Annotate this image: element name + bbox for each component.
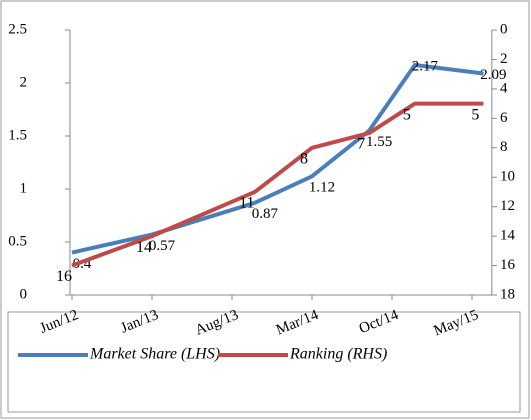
data-label: 1.55 — [366, 134, 392, 150]
y2-tick-label: 14 — [500, 228, 516, 244]
data-label: 0.87 — [252, 206, 279, 222]
y-tick-label: 2.5 — [8, 21, 27, 37]
y-tick-label: 0 — [20, 286, 28, 302]
data-label: 1.12 — [309, 180, 335, 196]
y2-tick-label: 8 — [500, 139, 508, 155]
data-label: 2.09 — [480, 67, 506, 83]
y2-tick-label: 0 — [500, 21, 508, 37]
y2-tick-label: 4 — [500, 80, 508, 96]
data-label: 14 — [136, 239, 152, 256]
y2-tick-label: 18 — [500, 286, 515, 302]
y2-tick-label: 10 — [500, 169, 515, 185]
y2-tick-label: 2 — [500, 51, 508, 67]
legend-label: Ranking (RHS) — [289, 346, 387, 363]
y-tick-label: 1 — [20, 180, 28, 196]
data-label: 5 — [403, 106, 411, 123]
legend-box — [7, 311, 521, 413]
series-line — [71, 101, 484, 268]
data-label: 2.17 — [412, 58, 439, 74]
data-label: 11 — [239, 195, 254, 212]
y-tick-label: 1.5 — [8, 127, 27, 143]
y2-tick-label: 12 — [500, 198, 515, 214]
y-tick-label: 0.5 — [8, 233, 27, 249]
data-label: 16 — [56, 268, 72, 285]
data-label: 8 — [300, 150, 308, 167]
y2-tick-label: 6 — [500, 110, 508, 126]
data-label: 7 — [357, 136, 365, 153]
y-tick-label: 2 — [20, 74, 28, 90]
y2-tick-label: 16 — [500, 257, 516, 273]
data-label: 0.57 — [149, 238, 176, 254]
legend-label: Market Share (LHS) — [89, 346, 220, 363]
data-label: 5 — [471, 106, 479, 123]
